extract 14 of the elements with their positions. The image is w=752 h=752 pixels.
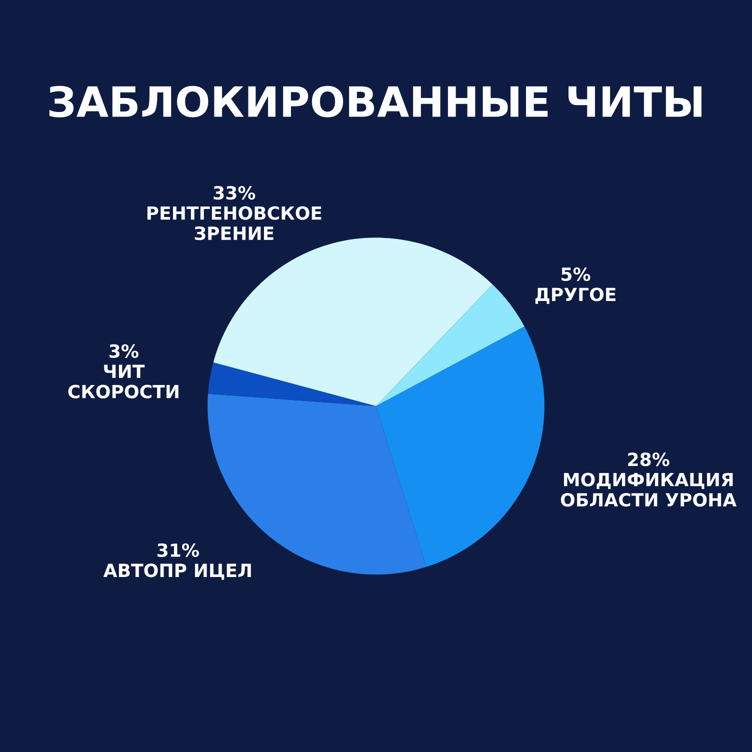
slice-label: РЕНТГЕНОВСКОЕ ЗРЕНИЕ [147, 206, 322, 240]
data-label: 28% [628, 452, 670, 466]
slice-label: ДРУГОЕ [535, 288, 616, 304]
pie-slice [208, 362, 376, 406]
slice-label: АВТОПР ИЦЕЛ [103, 564, 251, 580]
chart-title: ЗАБЛОКИРОВАННЫЕ ЧИТЫ [49, 86, 702, 118]
slice-label: ЧИТ СКОРОСТИ [68, 364, 178, 398]
data-label: 33% [214, 186, 256, 200]
pie-slice [376, 284, 524, 406]
slice-label: МОДИФИКАЦИЯ ОБЛАСТИ УРОНА [560, 472, 737, 507]
pie-slice [376, 326, 544, 567]
data-label: 31% [158, 543, 199, 557]
data-label: 3% [110, 344, 138, 358]
data-label: 5% [562, 267, 590, 282]
